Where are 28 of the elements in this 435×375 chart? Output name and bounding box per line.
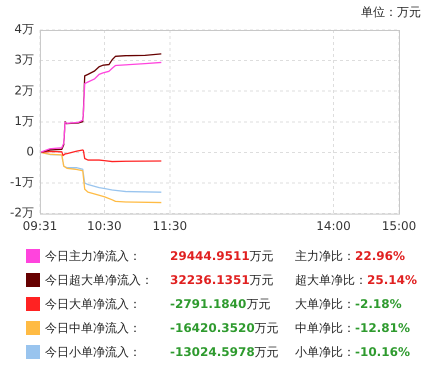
text: -13024.5978万元 (170, 344, 279, 358)
text: 单位：万元 (361, 4, 421, 21)
legend-label: 今日中单净流入： (45, 320, 142, 336)
y-tick-label: 2万 (14, 83, 34, 98)
text: 中单净比：-12.81% (295, 320, 410, 334)
y-tick-label: -1万 (10, 175, 34, 190)
legend-label: 今日主力净流入： (45, 248, 142, 264)
legend-label: 今日大单净流入： (45, 296, 142, 312)
text: -16420.3520万元 (170, 320, 279, 334)
x-tick-label: 11:30 (152, 218, 188, 233)
text: 超大单净比：25.14% (295, 272, 417, 286)
text: -2791.1840万元 (170, 296, 270, 310)
x-tick-label: 15:00 (382, 218, 416, 233)
text: 32236.1351万元 (170, 272, 274, 286)
x-tick-label: 10:30 (87, 218, 122, 233)
legend-label: 今日小单净流入： (45, 344, 142, 360)
x-tick-label: 14:00 (316, 218, 351, 233)
legend-label: 今日超大单净流入： (45, 272, 154, 288)
text: 小单净比：-10.16% (295, 344, 410, 358)
y-tick-label: 4万 (14, 22, 34, 36)
y-tick-label: 1万 (14, 114, 34, 128)
y-tick-label: 0 (26, 144, 34, 159)
y-tick-label: -2万 (10, 206, 34, 220)
text: 大单净比：-2.18% (295, 296, 402, 310)
x-tick-label: 09:31 (22, 218, 58, 233)
y-tick-label: 3万 (14, 52, 34, 67)
text: 主力净比：22.96% (295, 248, 405, 262)
text: 29444.9511万元 (170, 248, 274, 262)
